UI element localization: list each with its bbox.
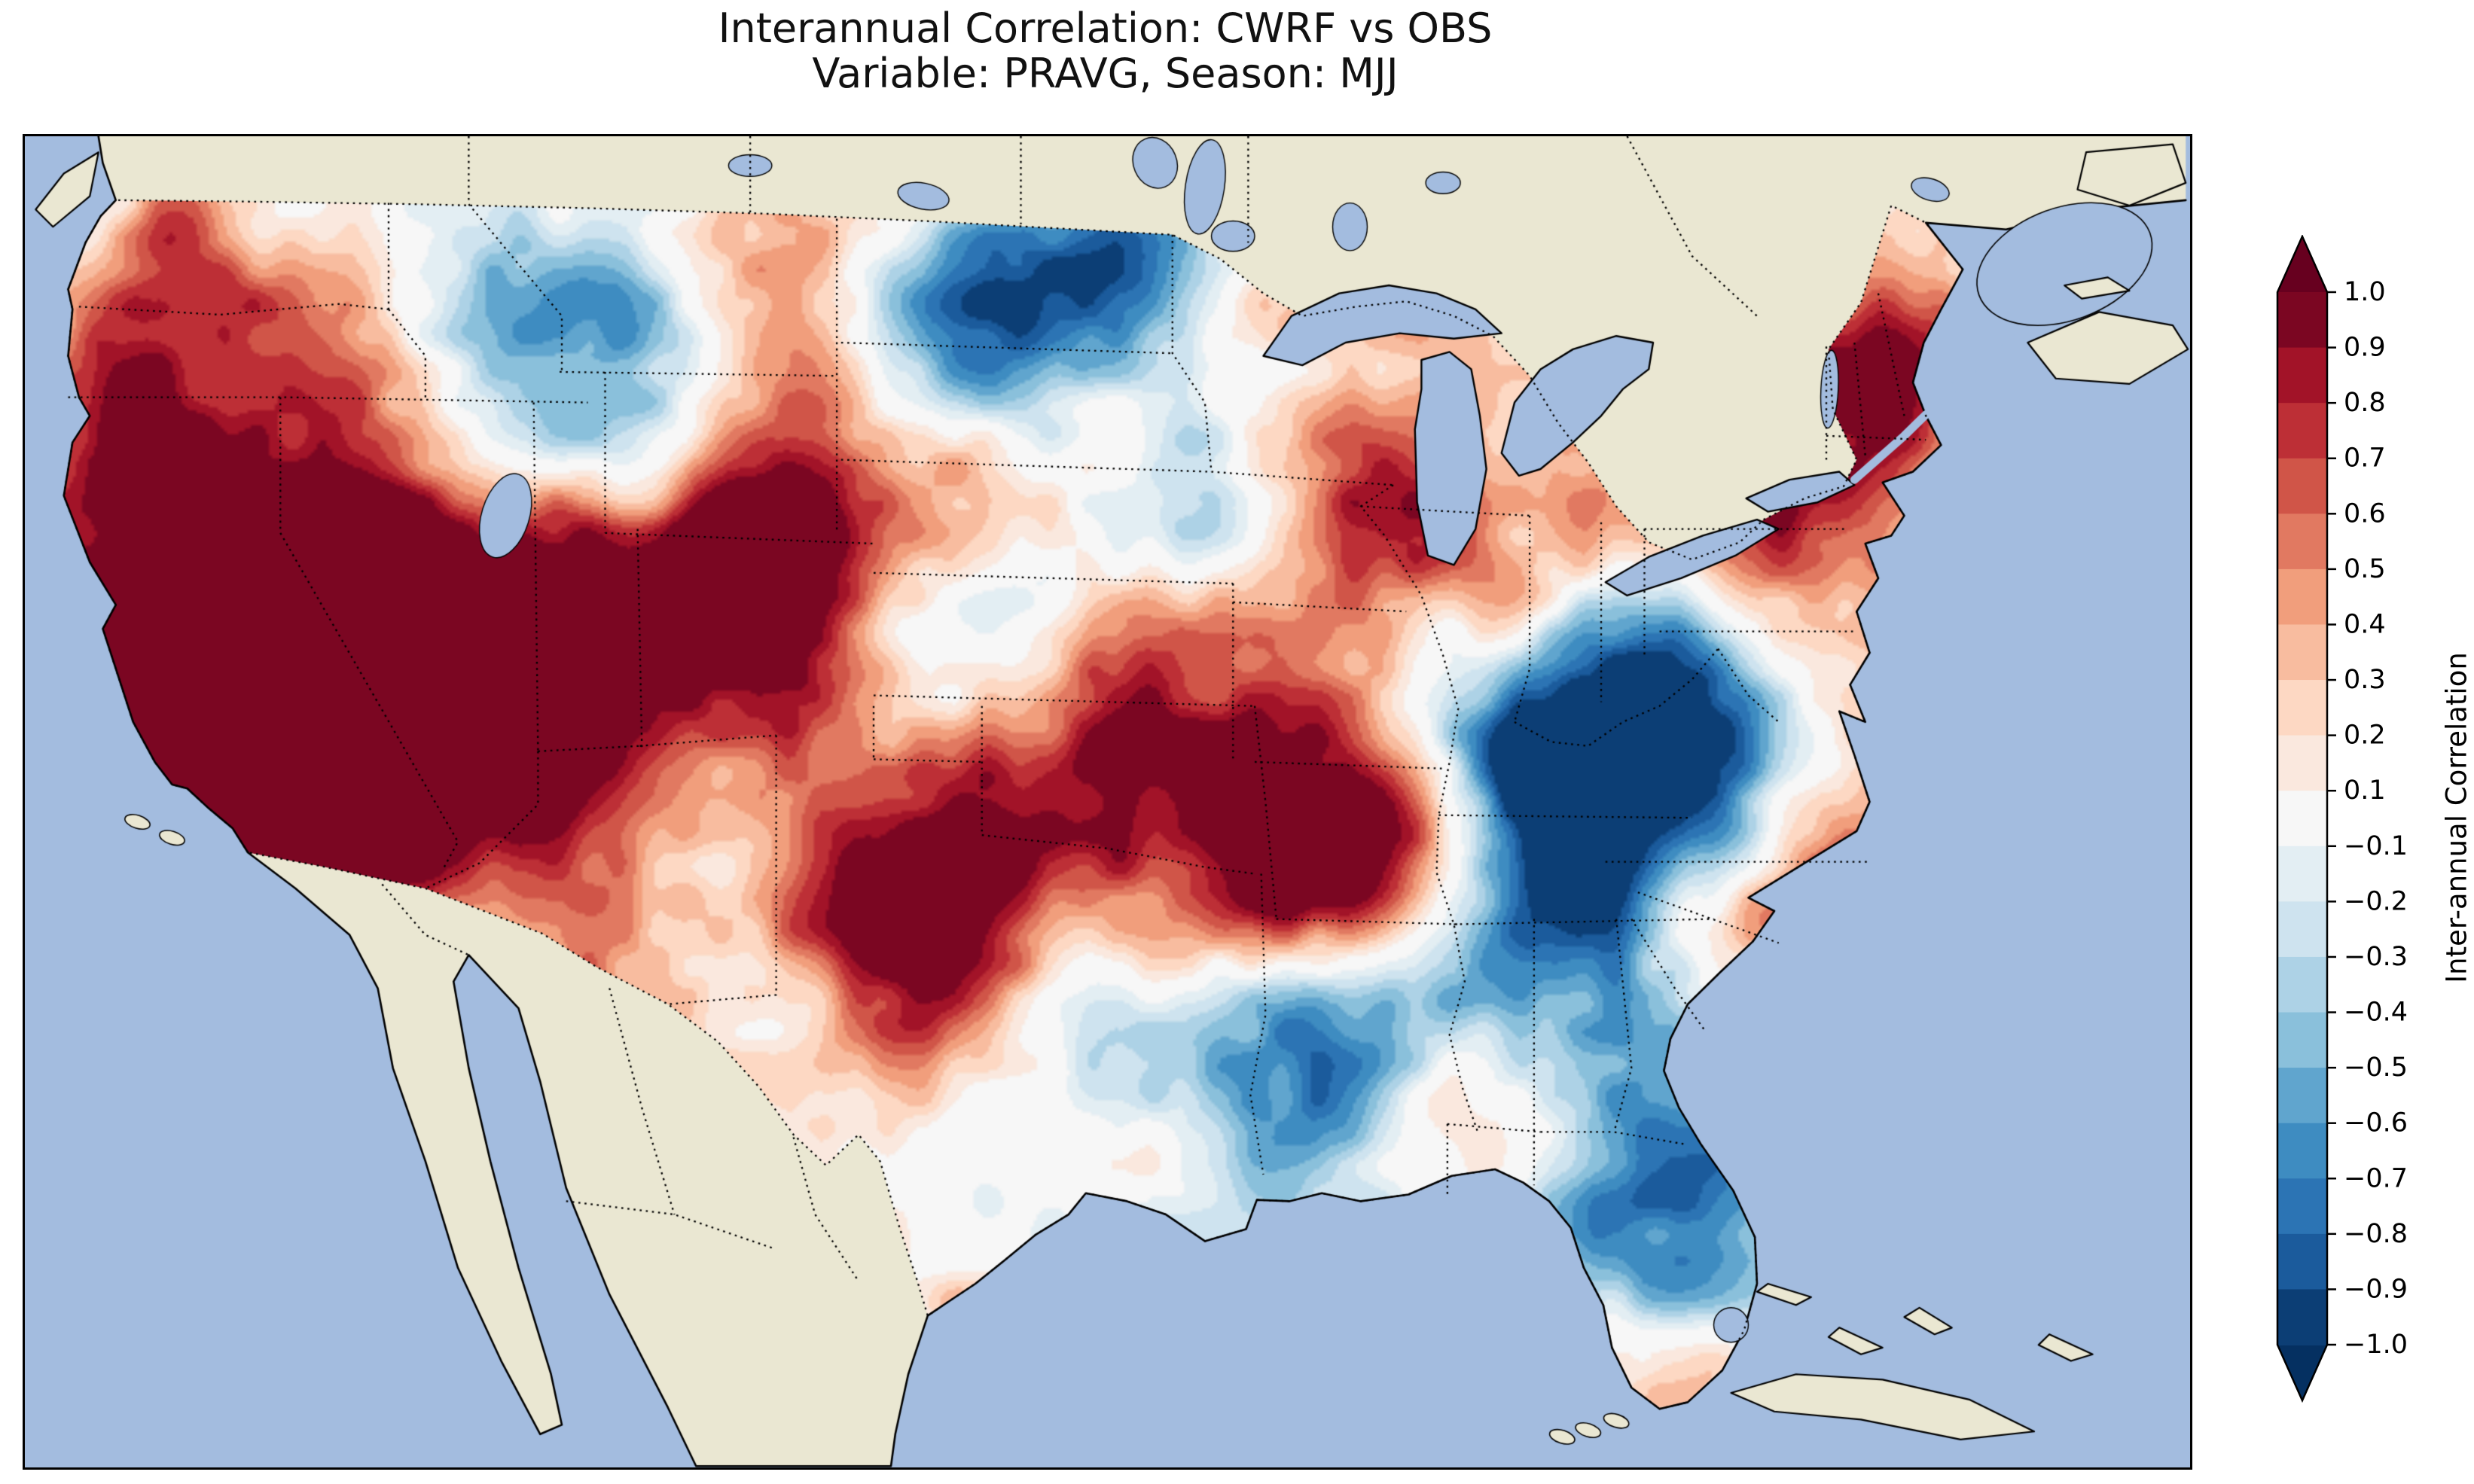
colorbar: 1.0 0.9 0.8 0.7 0.6 0.5 0.4 0.3 0.2 0.1 −0.1 −0.2 −0…: [2276, 235, 2472, 1409]
chart-title-line1: Interannual Correlation: CWRF vs OBS: [718, 5, 1493, 52]
svg-text:−0.2: −0.2: [2344, 886, 2408, 916]
svg-text:−1.0: −1.0: [2344, 1330, 2408, 1360]
svg-text:0.9: 0.9: [2344, 333, 2386, 363]
svg-text:−0.1: −0.1: [2344, 831, 2408, 861]
svg-text:−0.8: −0.8: [2344, 1219, 2408, 1249]
chart-title: Interannual Correlation: CWRF vs OBS Var…: [23, 5, 2188, 98]
svg-text:0.4: 0.4: [2344, 609, 2386, 639]
colorbar-label: Inter-annual Correlation: [2440, 652, 2473, 983]
us-correlation-map: [25, 136, 2190, 1467]
chart-title-line2: Variable: PRAVG, Season: MJJ: [812, 50, 1399, 98]
svg-text:0.2: 0.2: [2344, 721, 2386, 751]
svg-text:1.0: 1.0: [2344, 277, 2386, 307]
svg-text:−0.9: −0.9: [2344, 1274, 2408, 1304]
map-panel: [23, 134, 2192, 1470]
svg-text:−0.4: −0.4: [2344, 998, 2408, 1028]
colorbar-svg: 1.0 0.9 0.8 0.7 0.6 0.5 0.4 0.3 0.2 0.1 −0.1 −0.2 −0…: [2276, 235, 2408, 1403]
svg-text:−0.3: −0.3: [2344, 942, 2408, 972]
svg-text:−0.6: −0.6: [2344, 1108, 2408, 1138]
svg-text:−0.5: −0.5: [2344, 1053, 2408, 1083]
svg-text:0.5: 0.5: [2344, 554, 2386, 584]
svg-text:−0.7: −0.7: [2344, 1163, 2408, 1193]
svg-text:0.3: 0.3: [2344, 665, 2386, 695]
svg-text:0.6: 0.6: [2344, 498, 2386, 529]
svg-text:0.7: 0.7: [2344, 443, 2386, 474]
svg-text:0.1: 0.1: [2344, 776, 2386, 806]
svg-text:0.8: 0.8: [2344, 388, 2386, 418]
